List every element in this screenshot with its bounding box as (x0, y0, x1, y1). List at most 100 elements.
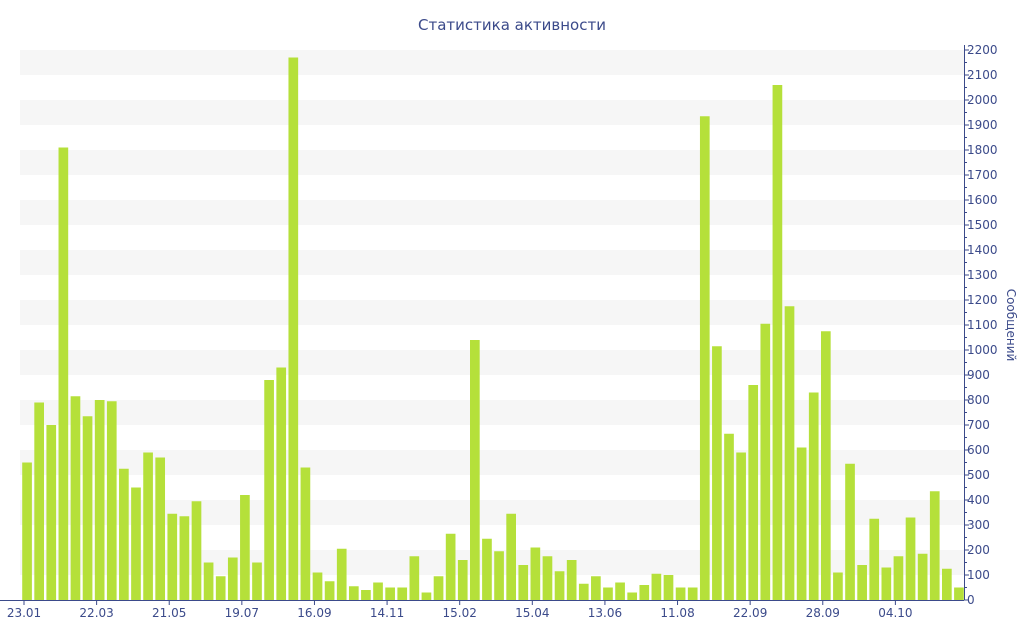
grid-band (20, 100, 964, 125)
y-tick-label: 600 (967, 443, 990, 457)
bar (276, 367, 287, 600)
bar (929, 491, 940, 600)
bar (215, 576, 226, 600)
bar (675, 587, 686, 600)
bar (506, 513, 516, 600)
bar (336, 548, 347, 600)
grid-band (20, 300, 964, 325)
y-tick-label: 1200 (967, 293, 998, 307)
x-tick-label: 22.09 (733, 606, 767, 620)
bar (312, 572, 323, 600)
bar (179, 516, 190, 600)
bar (143, 452, 153, 600)
x-tick-label: 22.03 (79, 606, 113, 620)
x-tick-label: 15.04 (515, 606, 549, 620)
bar (470, 340, 480, 600)
bar (530, 547, 541, 600)
bar (227, 557, 238, 600)
bar (457, 560, 468, 600)
x-tick-label: 21.05 (152, 606, 186, 620)
bar (300, 467, 311, 600)
y-tick-label: 2000 (967, 93, 998, 107)
bar (857, 565, 867, 600)
bar (845, 463, 855, 600)
y-tick-label: 800 (967, 393, 990, 407)
x-axis: 23.01 22.03 21.05 19.07 16.09 14.11 15.02 15.04… (0, 600, 964, 620)
y-axis: 0 100 200 300 400 500 600 700 800 900 1000 1100 1200… (964, 43, 998, 607)
bar (22, 462, 32, 600)
y-tick-label: 300 (967, 518, 990, 532)
bar (70, 396, 81, 600)
bar (578, 583, 589, 600)
bar (784, 306, 795, 600)
bar (94, 400, 105, 600)
chart-title: Статистика активности (418, 16, 606, 34)
x-tick-label: 13.06 (588, 606, 622, 620)
bar (615, 582, 625, 600)
bar (482, 538, 492, 600)
bar (687, 587, 698, 600)
bar (796, 447, 807, 600)
bar (348, 586, 359, 600)
bar (820, 331, 831, 600)
x-tick-label: 28.09 (806, 606, 840, 620)
y-tick-label: 500 (967, 468, 990, 482)
y-tick-label: 1000 (967, 343, 998, 357)
grid-band (20, 500, 964, 525)
y-axis-label: Сообщений (1004, 289, 1018, 362)
bar (651, 573, 662, 600)
bar (663, 575, 674, 600)
bar (917, 553, 928, 600)
bar (46, 425, 57, 600)
x-tick-label: 04.10 (878, 606, 912, 620)
bar (82, 416, 93, 600)
x-tick-label: 14.11 (370, 606, 404, 620)
bar (409, 556, 420, 600)
bar (155, 457, 166, 600)
bar (167, 513, 178, 600)
bar (288, 57, 299, 600)
bar (942, 568, 952, 600)
y-tick-label: 200 (967, 543, 990, 557)
bar (808, 392, 819, 600)
bar (905, 517, 916, 600)
bar (603, 587, 613, 600)
bar (712, 346, 722, 600)
grid-band (20, 50, 964, 75)
bar (373, 582, 383, 600)
y-tick-label: 1400 (967, 243, 998, 257)
bar (591, 576, 601, 600)
bar (361, 590, 371, 600)
bar (203, 562, 214, 600)
bar (119, 468, 129, 600)
bar (494, 551, 504, 600)
grid-band (20, 400, 964, 425)
bar (542, 556, 553, 600)
grid-bands (20, 50, 964, 575)
bar (893, 556, 904, 600)
bar (131, 487, 141, 600)
y-tick-label: 900 (967, 368, 990, 382)
bar (445, 533, 456, 600)
bar (833, 572, 843, 600)
grid-band (20, 550, 964, 575)
y-tick-label: 1600 (967, 193, 998, 207)
y-tick-label: 1100 (967, 318, 998, 332)
y-tick-label: 2100 (967, 68, 998, 82)
y-tick-label: 2200 (967, 43, 998, 57)
bar (760, 323, 771, 600)
bar (639, 585, 650, 600)
y-tick-label: 1900 (967, 118, 998, 132)
bar (518, 565, 529, 600)
grid-band (20, 350, 964, 375)
bar (240, 495, 250, 600)
bar (772, 85, 783, 600)
bar (954, 587, 964, 600)
bar (264, 380, 274, 600)
y-tick-label: 400 (967, 493, 990, 507)
bar (881, 567, 892, 600)
bar (554, 571, 565, 600)
x-tick-label: 11.08 (660, 606, 694, 620)
bar (748, 385, 759, 600)
